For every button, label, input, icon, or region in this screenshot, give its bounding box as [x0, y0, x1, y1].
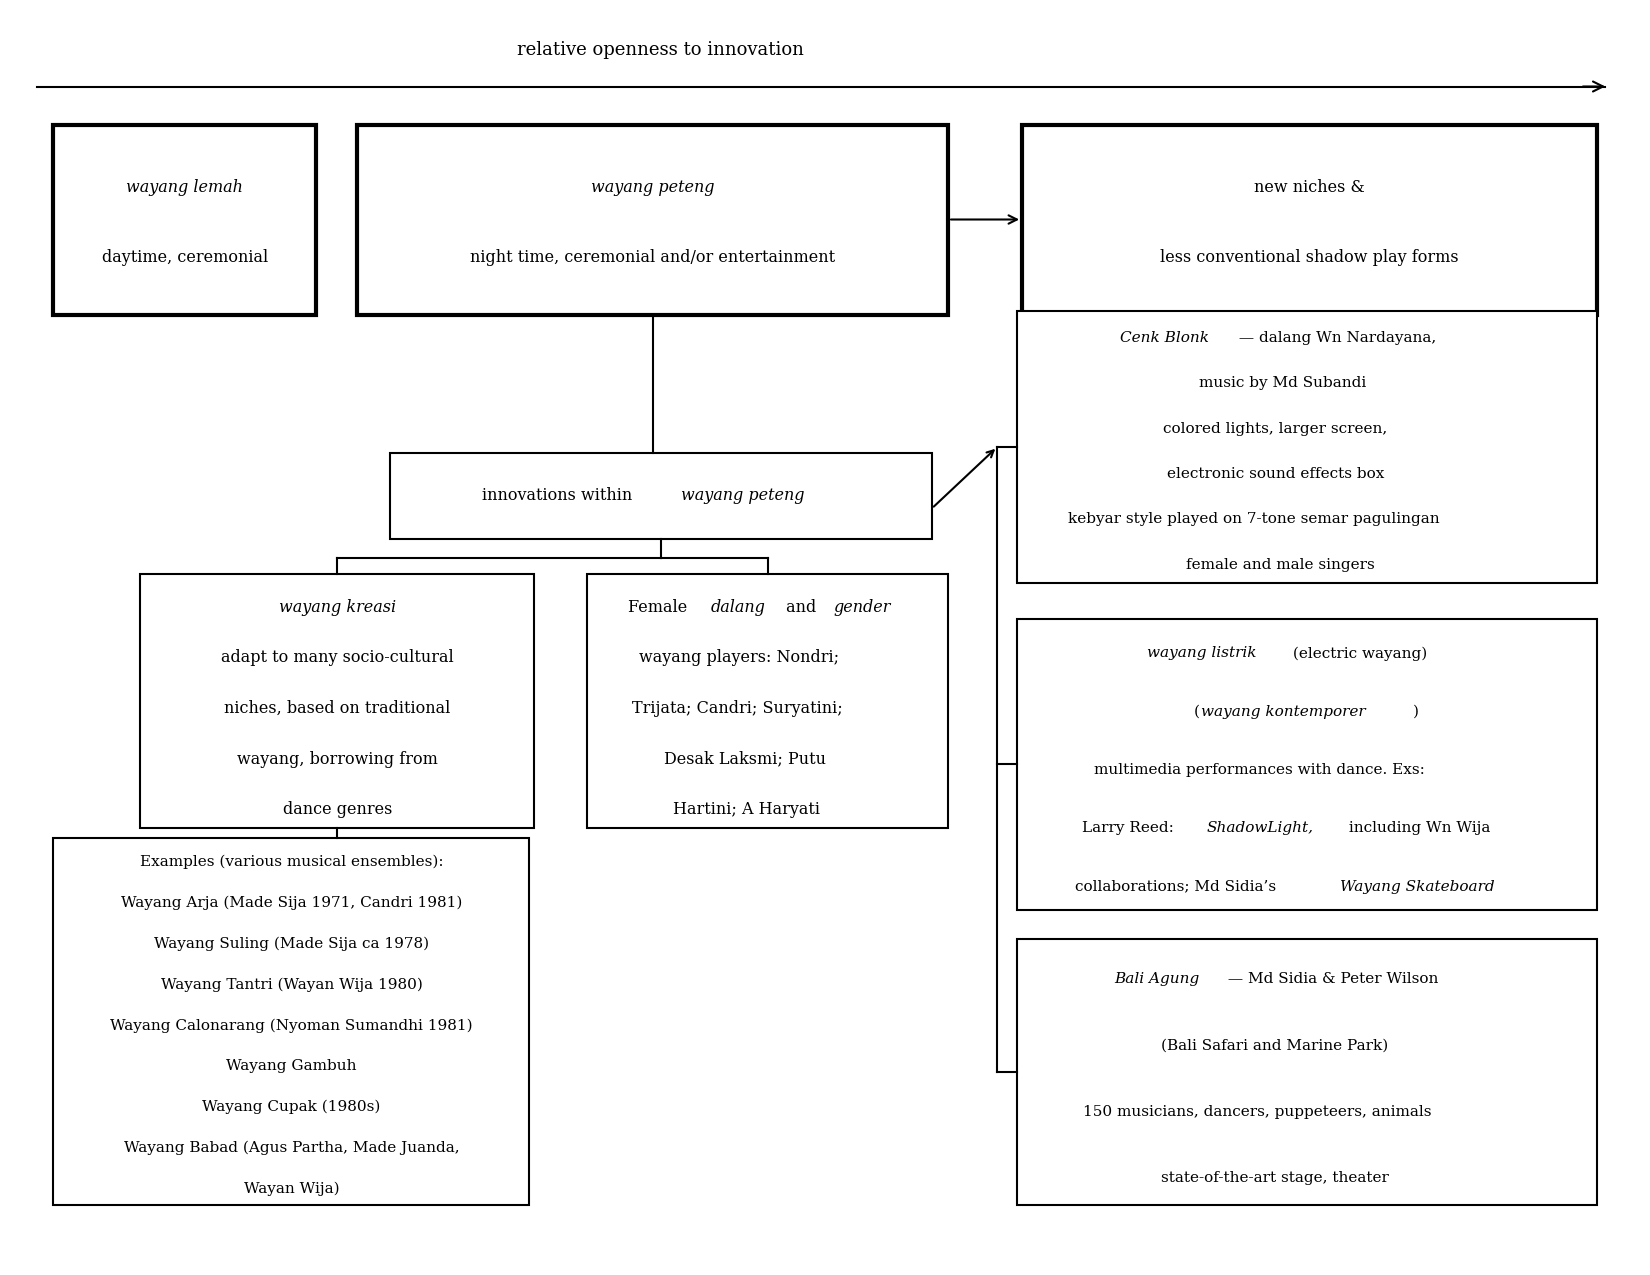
- Text: Wayang Cupak (1980s): Wayang Cupak (1980s): [203, 1100, 381, 1114]
- Text: new niches &: new niches &: [1254, 179, 1365, 195]
- Text: and: and: [782, 598, 822, 616]
- Text: state-of-the-art stage, theater: state-of-the-art stage, theater: [1160, 1172, 1388, 1186]
- Text: (electric wayang): (electric wayang): [1287, 646, 1427, 660]
- Bar: [389, 453, 932, 539]
- Text: Larry Reed:: Larry Reed:: [1082, 821, 1178, 835]
- Text: Wayang Tantri (Wayan Wija 1980): Wayang Tantri (Wayan Wija 1980): [160, 978, 422, 992]
- Text: including Wn Wija: including Wn Wija: [1343, 821, 1490, 835]
- Text: less conventional shadow play forms: less conventional shadow play forms: [1160, 249, 1459, 266]
- Text: female and male singers: female and male singers: [1186, 558, 1374, 572]
- Text: innovations within: innovations within: [482, 487, 637, 504]
- Text: wayang lemah: wayang lemah: [127, 179, 243, 195]
- Text: dance genres: dance genres: [282, 801, 393, 819]
- Bar: [1016, 938, 1597, 1205]
- Text: wayang, borrowing from: wayang, borrowing from: [238, 751, 437, 768]
- Text: Desak Laksmi; Putu: Desak Laksmi; Putu: [663, 751, 825, 768]
- Text: — Md Sidia & Peter Wilson: — Md Sidia & Peter Wilson: [1223, 972, 1439, 986]
- Text: relative openness to innovation: relative openness to innovation: [518, 41, 804, 59]
- Text: Wayang Arja (Made Sija 1971, Candri 1981): Wayang Arja (Made Sija 1971, Candri 1981…: [120, 896, 462, 910]
- Bar: [1016, 311, 1597, 583]
- Text: daytime, ceremonial: daytime, ceremonial: [102, 249, 267, 266]
- Text: collaborations; Md Sidia’s: collaborations; Md Sidia’s: [1076, 880, 1282, 894]
- Text: Examples (various musical ensembles):: Examples (various musical ensembles):: [140, 856, 444, 870]
- Text: wayang peteng: wayang peteng: [681, 487, 805, 504]
- Text: Wayan Wija): Wayan Wija): [244, 1182, 340, 1196]
- Text: (: (: [1193, 705, 1200, 719]
- Text: Trijata; Candri; Suryatini;: Trijata; Candri; Suryatini;: [632, 700, 843, 717]
- Bar: [587, 574, 949, 827]
- Text: Wayang Babad (Agus Partha, Made Juanda,: Wayang Babad (Agus Partha, Made Juanda,: [124, 1141, 459, 1155]
- Text: wayang kreasi: wayang kreasi: [279, 598, 396, 616]
- Text: electronic sound effects box: electronic sound effects box: [1167, 467, 1384, 481]
- Text: Wayang Calonarang (Nyoman Sumandhi 1981): Wayang Calonarang (Nyoman Sumandhi 1981): [111, 1019, 474, 1033]
- Text: Wayang Suling (Made Sija ca 1978): Wayang Suling (Made Sija ca 1978): [153, 937, 429, 951]
- Bar: [356, 125, 949, 315]
- Text: wayang listrik: wayang listrik: [1147, 646, 1257, 660]
- Text: night time, ceremonial and/or entertainment: night time, ceremonial and/or entertainm…: [470, 249, 835, 266]
- Text: music by Md Subandi: music by Md Subandi: [1200, 376, 1366, 390]
- Text: multimedia performances with dance. Exs:: multimedia performances with dance. Exs:: [1094, 762, 1426, 776]
- Bar: [140, 574, 535, 827]
- Text: Hartini; A Haryati: Hartini; A Haryati: [673, 801, 820, 819]
- Text: colored lights, larger screen,: colored lights, larger screen,: [1163, 422, 1388, 436]
- Text: adapt to many socio-cultural: adapt to many socio-cultural: [221, 649, 454, 667]
- Bar: [53, 838, 530, 1205]
- Text: 150 musicians, dancers, puppeteers, animals: 150 musicians, dancers, puppeteers, anim…: [1082, 1105, 1432, 1119]
- Text: Cenk Blonk: Cenk Blonk: [1120, 332, 1209, 346]
- Text: wayang peteng: wayang peteng: [591, 179, 714, 195]
- Text: ShadowLight,: ShadowLight,: [1206, 821, 1313, 835]
- Text: wayang players: Nondri;: wayang players: Nondri;: [639, 649, 840, 667]
- Text: dalang: dalang: [711, 598, 766, 616]
- Text: gender: gender: [833, 598, 891, 616]
- Text: ): ): [1412, 705, 1419, 719]
- Bar: [1016, 618, 1597, 910]
- Text: wayang kontemporer: wayang kontemporer: [1201, 705, 1366, 719]
- Text: Wayang Skateboard: Wayang Skateboard: [1340, 880, 1495, 894]
- Bar: [53, 125, 317, 315]
- Text: (Bali Safari and Marine Park): (Bali Safari and Marine Park): [1162, 1038, 1388, 1052]
- Bar: [1021, 125, 1597, 315]
- Text: Female: Female: [629, 598, 693, 616]
- Text: niches, based on traditional: niches, based on traditional: [224, 700, 450, 717]
- Text: Wayang Gambuh: Wayang Gambuh: [226, 1060, 356, 1074]
- Text: kebyar style played on 7-tone semar pagulingan: kebyar style played on 7-tone semar pagu…: [1068, 513, 1440, 527]
- Text: — dalang Wn Nardayana,: — dalang Wn Nardayana,: [1234, 332, 1437, 346]
- Text: Bali Agung: Bali Agung: [1114, 972, 1200, 986]
